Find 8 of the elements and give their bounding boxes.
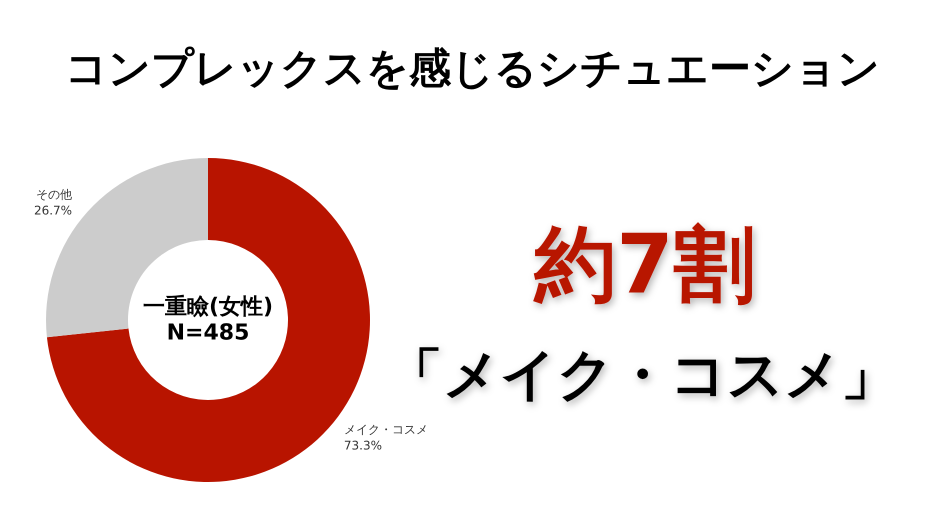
text: 約7割 (532, 218, 756, 312)
text: 一重瞼(女性) N=485 (142, 294, 274, 346)
slice-label: メイク・コスメ (344, 422, 428, 437)
chart-title: コンプレックスを感じるシチュエーション (65, 44, 880, 92)
text: 「メイク・コスメ」 (387, 342, 897, 408)
slice-label: その他 (36, 187, 72, 202)
data-label: 26.7% (34, 203, 72, 218)
data-label: 73.3% (344, 438, 382, 453)
